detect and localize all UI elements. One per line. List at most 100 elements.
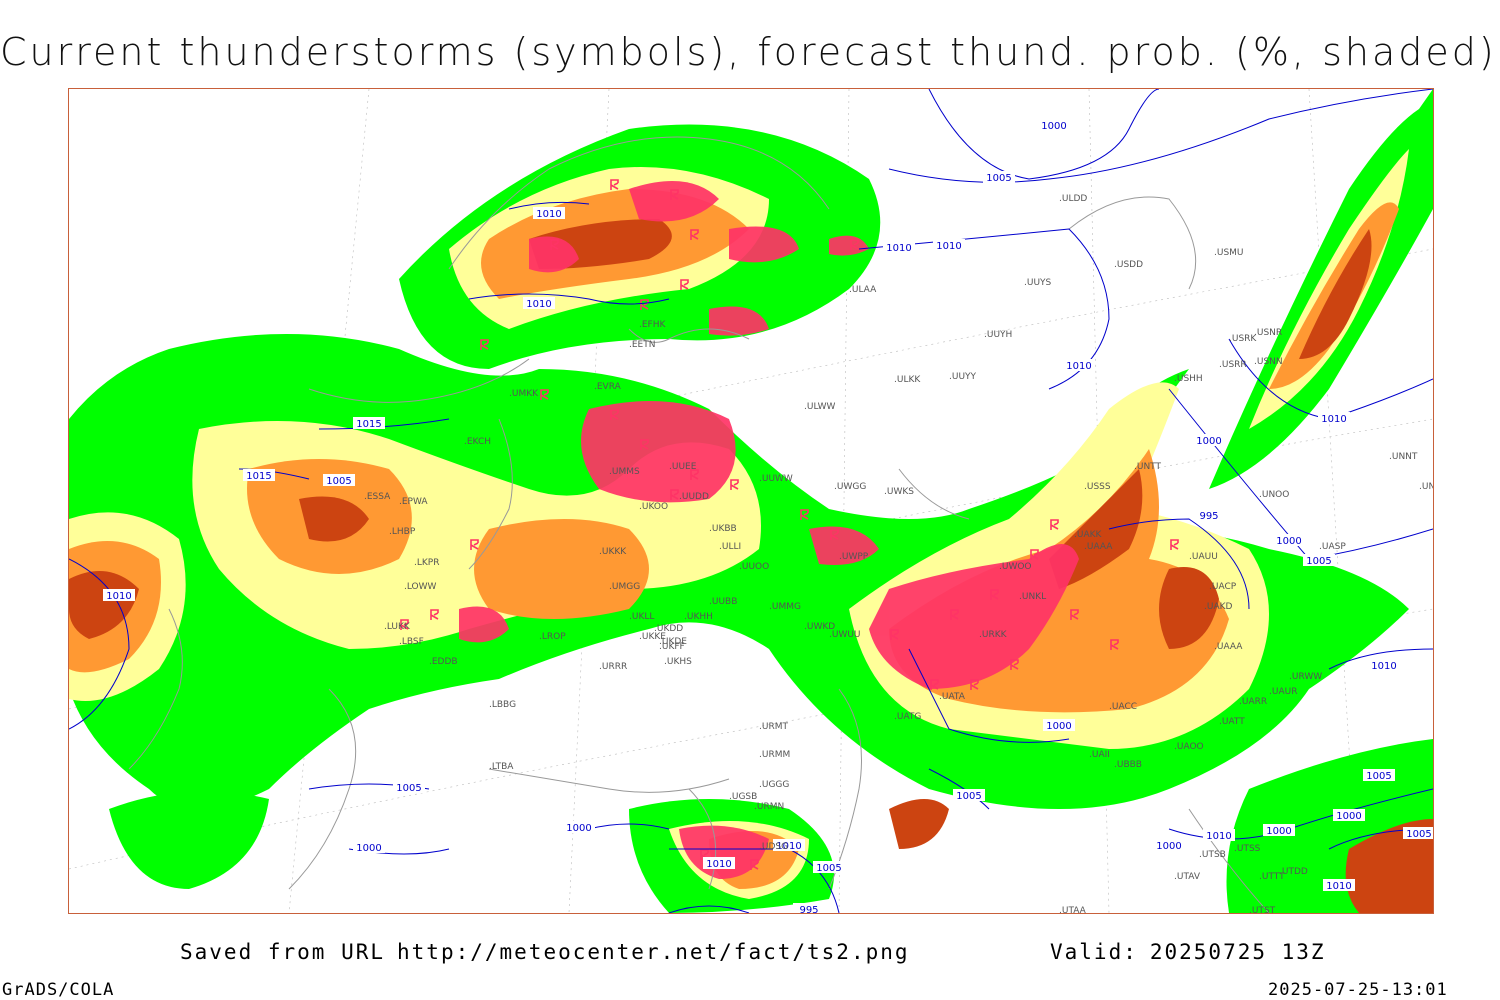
- isobar-label: 995: [799, 905, 818, 913]
- station-label: .UUYS: [1024, 278, 1052, 288]
- isobar-label-bg: [983, 171, 1015, 183]
- station-label: .URMN: [754, 802, 784, 812]
- station-label: .UWOO: [999, 562, 1032, 572]
- isobar-label: 1000: [356, 843, 381, 854]
- station-label: .URWW: [1289, 672, 1322, 682]
- station-label: .UUWW: [759, 474, 793, 484]
- isobar-label-bg: [1333, 809, 1365, 821]
- station-label: .UBBB: [1114, 760, 1142, 770]
- isobar-label: 1010: [526, 299, 551, 310]
- station-label: .UKDD: [654, 624, 683, 634]
- station-label: .UAOO: [1174, 742, 1204, 752]
- isobar-label: 1010: [886, 243, 911, 254]
- map-canvas: 1000 1005 1010 1010 1010 1015 1015 1010 1010 1005…: [69, 89, 1433, 913]
- isobar-label-bg: [1153, 839, 1185, 851]
- weather-map[interactable]: 1000 1005 1010 1010 1010 1015 1015 1010 1010 1005…: [68, 88, 1434, 914]
- station-label: .LROP: [539, 632, 566, 642]
- station-label: .UTAV: [1174, 872, 1201, 882]
- isobar-label: 1010: [936, 241, 961, 252]
- isobar-label-bg: [1303, 554, 1335, 566]
- isobar-label-bg: [883, 241, 915, 253]
- isobar-label-bg: [813, 861, 845, 873]
- station-label: .USNR: [1254, 328, 1282, 338]
- isobar-label: 1005: [396, 783, 421, 794]
- isobar-label-bg: [1323, 879, 1355, 891]
- station-label: .UWGG: [834, 482, 866, 492]
- isobar-label: 1005: [986, 173, 1011, 184]
- isobar-label: 1000: [1266, 826, 1291, 837]
- station-label: .USNN: [1254, 357, 1283, 367]
- station-label: .USHH: [1174, 374, 1203, 384]
- footer-saved-url: Saved from URL http://meteocenter.net/fac…: [180, 940, 910, 964]
- station-label: .USDD: [1114, 260, 1143, 270]
- isobar-label-bg: [393, 781, 425, 793]
- station-label: .UAAA: [1214, 642, 1243, 652]
- station-label: .UACP: [1209, 582, 1237, 592]
- station-label: .ULKK: [894, 375, 921, 385]
- station-label: .UUOO: [739, 562, 769, 572]
- station-label: .UATG: [894, 712, 921, 722]
- saved-prefix: Saved from URL: [180, 940, 386, 964]
- station-label: .UNNT: [1389, 452, 1418, 462]
- station-label: .LUKK: [384, 622, 411, 632]
- station-label: .UUEE: [669, 462, 697, 472]
- station-label: .UNTT: [1134, 462, 1162, 472]
- isobar-label-bg: [1193, 434, 1225, 446]
- station-label: .UGSB: [729, 792, 757, 802]
- station-label: .ESSA: [364, 492, 391, 502]
- isobar-label: 1000: [566, 823, 591, 834]
- isobar-label: 1000: [1336, 811, 1361, 822]
- isobar-label-bg: [563, 821, 595, 833]
- isobar-label-bg: [1263, 824, 1295, 836]
- station-label: .EETN: [629, 340, 655, 350]
- station-label: .UARR: [1239, 697, 1267, 707]
- isobar-label-bg: [793, 903, 825, 913]
- isobar-label: 1010: [1321, 414, 1346, 425]
- station-label: .ULAA: [849, 285, 877, 295]
- isobar-label: 1005: [816, 863, 841, 874]
- isobar-label-bg: [1368, 659, 1400, 671]
- isobar-labels: 1000 1005 1010 1010 1010 1015 1015 1010 1010 1005…: [103, 119, 1433, 913]
- station-label: .LTBA: [489, 762, 514, 772]
- station-labels: .ULDD .USDD .UUYS .USMU .ULAA .UUYH .USRK.USNR…: [364, 194, 1433, 913]
- station-label: .LHBP: [389, 527, 416, 537]
- isobar-label-bg: [103, 589, 135, 601]
- station-label: .UNKL: [1019, 592, 1046, 602]
- isobar-label-bg: [1038, 119, 1070, 131]
- station-label: .UATT: [1219, 717, 1245, 727]
- saved-url[interactable]: http://meteocenter.net/fact/ts2.png: [397, 940, 910, 964]
- station-label: .UNOO: [1259, 490, 1289, 500]
- station-label: .URMT: [759, 722, 788, 732]
- station-label: .UAUU: [1189, 552, 1218, 562]
- station-label: .UAAA: [1084, 542, 1113, 552]
- station-label: .UMGG: [609, 582, 640, 592]
- isobar-label: 1005: [1306, 556, 1331, 567]
- station-label: .UUDD: [679, 492, 709, 502]
- isobar-label-bg: [353, 841, 385, 853]
- isobar-label-bg: [1318, 412, 1350, 424]
- station-label: .UASP: [1319, 542, 1346, 552]
- station-label: .USRR: [1219, 360, 1247, 370]
- station-label: .USMU: [1214, 248, 1244, 258]
- software-credit: GrADS/COLA: [2, 980, 115, 1000]
- station-label: .LBSF: [399, 637, 424, 647]
- isobar-label: 1000: [1196, 436, 1221, 447]
- station-label: .UUBB: [709, 597, 737, 607]
- isobar-label: 1000: [1156, 841, 1181, 852]
- thunderstorm-clusters: [459, 181, 1079, 879]
- station-label: .UAKK: [1074, 530, 1103, 540]
- station-label: .UWUU: [829, 630, 861, 640]
- station-label: .UTDD: [1279, 867, 1308, 877]
- station-label: .ULLI: [719, 542, 741, 552]
- station-label: .UTAA: [1059, 906, 1087, 913]
- isobar-label-bg: [933, 239, 965, 251]
- station-label: .URMM: [759, 750, 790, 760]
- station-label: .UKOO: [639, 502, 668, 512]
- station-label: .URKK: [979, 630, 1008, 640]
- isobar-label: 1005: [1406, 829, 1431, 840]
- station-label: .LBBG: [489, 700, 516, 710]
- isobar-label-bg: [1403, 827, 1433, 839]
- station-label: .UGGG: [759, 780, 789, 790]
- isobar-label: 1010: [776, 841, 801, 852]
- isobar-label-bg: [1193, 509, 1225, 521]
